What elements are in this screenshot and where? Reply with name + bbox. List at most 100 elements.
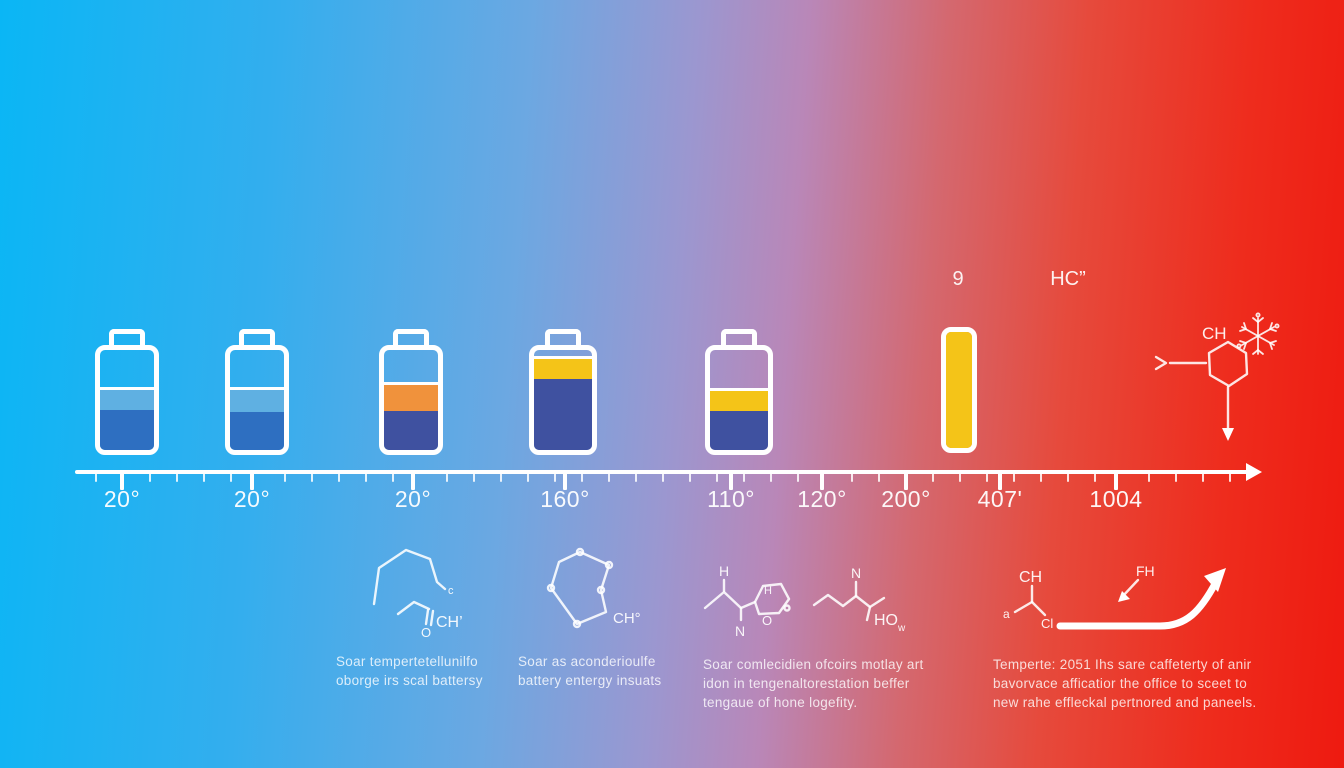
axis-tick-minor [1175,473,1177,482]
right-arrow-icon [1154,355,1208,371]
battery-segment [710,388,768,411]
battery-cap-icon [545,329,581,346]
axis-tick-minor [311,473,313,482]
axis-tick-minor [635,473,637,482]
battery-cap-icon [109,329,145,346]
hexagon-ring-icon [1207,340,1249,388]
caption-line: battery entergy insuats [518,673,662,688]
battery-segment [384,411,438,450]
fh-annotation: FH [1136,563,1155,579]
caption-line: tengaue of hone logefity. [703,695,858,710]
n-label: N [735,623,745,639]
axis-label: 1004 [1089,486,1143,512]
axis-line [75,470,1248,474]
axis-tick-minor [1040,473,1042,482]
axis-tick-minor [959,473,961,482]
ho-label: HO [874,612,898,629]
axis-tick-minor [770,473,772,482]
battery-body [941,327,977,453]
o-label: O [762,613,772,628]
molecule-3-diagram: H N H O [700,560,800,645]
axis-tick-minor [1067,473,1069,482]
battery-segment [230,412,284,450]
battery-cap-icon [721,329,757,346]
axis-tick-minor [986,473,988,482]
axis-tick-minor [500,473,502,482]
battery-segment [100,410,154,450]
oxygen-label: O [421,625,431,640]
axis-label: 407' [977,486,1023,512]
molecule-4-diagram: N HO w [810,565,920,640]
axis-tick-minor [716,473,718,482]
battery-segment [534,356,592,379]
axis-tick-minor [1148,473,1150,482]
caption-line: Soar comlecidien ofcoirs motlay art [703,657,924,672]
caption-block: Soar as aconderioulfe battery entergy ins… [518,652,661,690]
axis-tick-minor [176,473,178,482]
battery-cap-icon [393,329,429,346]
axis-label: 120° [797,486,847,512]
curved-arrow-icon: FH [1048,550,1248,640]
atom-label: c [448,585,454,597]
caption-line: Soar tempertetellunilfo [336,654,478,669]
axis-tick-minor [662,473,664,482]
axis-tick-minor [554,473,556,482]
battery-segment [534,379,592,450]
battery-body [95,345,159,455]
axis-tick-minor [932,473,934,482]
axis-tick-minor [473,473,475,482]
axis-tick-minor [446,473,448,482]
battery-segment [100,387,154,410]
battery-segment [710,411,768,450]
molecule-5-diagram: CH a Cl [995,558,1075,633]
axis-arrowhead-icon [1246,463,1262,481]
caption-line: bavorvace afficatior the office to sceet… [993,676,1248,691]
molecule-2-diagram: CH° [535,540,641,640]
axis-tick-major [411,473,415,490]
axis-label: 20° [103,486,141,512]
axis-tick-major [250,473,254,490]
axis-tick-minor [95,473,97,482]
axis-tick-minor [230,473,232,482]
axis-tick-minor [149,473,151,482]
caption-line: idon in tengenaltorestation beffer [703,676,910,691]
battery-segment [384,382,438,411]
axis-label: 200° [881,486,931,512]
h-label: H [719,563,729,579]
caption-line: oborge irs scal battersy [336,673,483,688]
snowflake-icon [1236,312,1280,355]
axis-tick-major [820,473,824,490]
axis-tick-major [120,473,124,490]
axis-tick-minor [689,473,691,482]
reaction-diagram: CH [1140,308,1295,453]
battery-body [705,345,773,455]
ho-sub-label: w [897,623,906,634]
axis-tick-minor [1094,473,1096,482]
caption-block: Soar comlecidien ofcoirs motlay art idon … [703,655,924,712]
axis-tick-minor [851,473,853,482]
axis-tick-major [904,473,908,490]
axis-tick-minor [581,473,583,482]
down-arrow-icon [1222,385,1234,441]
axis-tick-minor [878,473,880,482]
battery-cap-icon [239,329,275,346]
n-label: N [851,565,861,581]
axis-tick-minor [527,473,529,482]
annotation-label: 9 [952,268,964,290]
axis-tick-minor [203,473,205,482]
battery-body [225,345,289,455]
axis-tick-minor [365,473,367,482]
axis-label: 20° [394,486,432,512]
caption-line: Temperte: 2051 Ihs sare caffeterty of an… [993,657,1252,672]
ch-ring-label: CH [1202,324,1227,343]
axis-tick-minor [1013,473,1015,482]
axis-tick-minor [608,473,610,482]
battery-body [529,345,597,455]
axis-tick-minor [338,473,340,482]
axis-tick-minor [284,473,286,482]
axis-tick-minor [1229,473,1231,482]
battery-body [379,345,443,455]
ch-label: CH’ [436,614,463,631]
axis-tick-major [729,473,733,490]
